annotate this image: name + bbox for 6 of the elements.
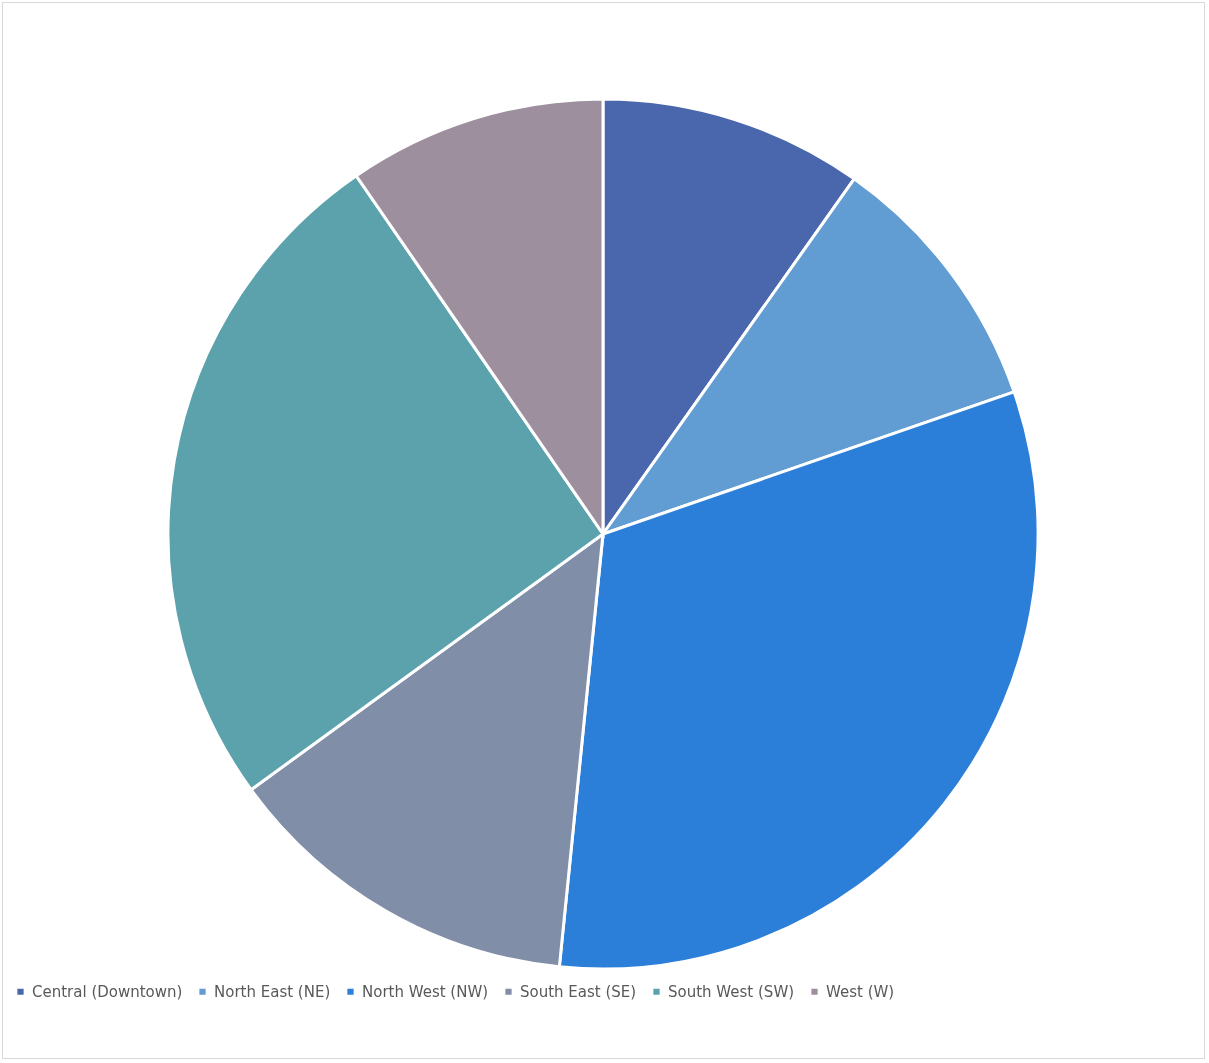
legend-label: South East (SE) (520, 982, 637, 1001)
legend-label: North East (NE) (214, 982, 331, 1001)
legend-label: North West (NW) (362, 982, 489, 1001)
legend-label: South West (SW) (668, 982, 795, 1001)
legend-label: Central (Downtown) (32, 982, 183, 1001)
legend-label: West (W) (826, 982, 895, 1001)
